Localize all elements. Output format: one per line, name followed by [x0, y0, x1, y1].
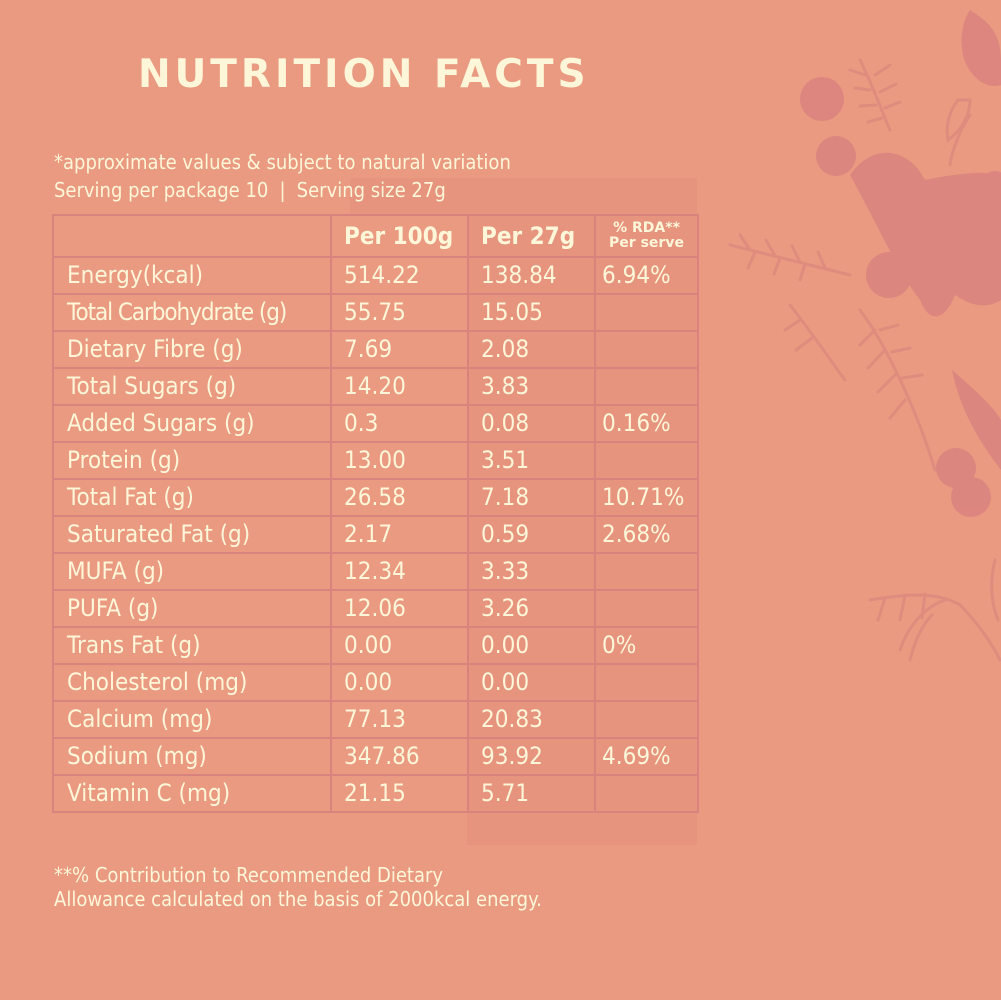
value-rda — [594, 589, 699, 628]
value-per-100g: 12.34 — [330, 552, 469, 591]
value-per-serve: 7.18 — [467, 478, 596, 517]
nutrient-name: Total Carbohydrate (g) — [52, 293, 332, 332]
value-per-serve: 15.05 — [467, 293, 596, 332]
table-row: Saturated Fat (g) 2.17 0.59 2.68% — [52, 515, 699, 554]
table-row: Sodium (mg) 347.86 93.92 4.69% — [52, 737, 699, 776]
header-rda: % RDA** Per serve — [594, 214, 699, 258]
table-body: Energy(kcal) 514.22 138.84 6.94% Total C… — [52, 256, 699, 813]
approximation-note: *approximate values & subject to natural… — [54, 150, 511, 174]
value-per-100g: 13.00 — [330, 441, 469, 480]
table-row: PUFA (g) 12.06 3.26 — [52, 589, 699, 628]
value-per-100g: 0.00 — [330, 663, 469, 702]
value-per-100g: 0.3 — [330, 404, 469, 443]
header-rda-line2: Per serve — [609, 235, 684, 251]
page-title: NUTRITION FACTS — [138, 52, 590, 97]
table-row: Total Carbohydrate (g) 55.75 15.05 — [52, 293, 699, 332]
value-per-100g: 21.15 — [330, 774, 469, 813]
value-per-serve: 138.84 — [467, 256, 596, 295]
table-row: Total Sugars (g) 14.20 3.83 — [52, 367, 699, 406]
serving-separator: | — [279, 178, 286, 202]
table-row: Trans Fat (g) 0.00 0.00 0% — [52, 626, 699, 665]
footnote-line-2: Allowance calculated on the basis of 200… — [54, 887, 542, 911]
value-per-100g: 77.13 — [330, 700, 469, 739]
table-row: MUFA (g) 12.34 3.33 — [52, 552, 699, 591]
table-row: Calcium (mg) 77.13 20.83 — [52, 700, 699, 739]
value-per-serve: 0.00 — [467, 663, 596, 702]
value-per-serve: 3.33 — [467, 552, 596, 591]
header-per-100g: Per 100g — [330, 214, 469, 258]
nutrient-name: Dietary Fibre (g) — [52, 330, 332, 369]
table-row: Cholesterol (mg) 0.00 0.00 — [52, 663, 699, 702]
value-per-100g: 2.17 — [330, 515, 469, 554]
table-row: Total Fat (g) 26.58 7.18 10.71% — [52, 478, 699, 517]
nutrient-name: Saturated Fat (g) — [52, 515, 332, 554]
value-per-serve: 3.51 — [467, 441, 596, 480]
value-rda — [594, 663, 699, 702]
value-rda: 0.16% — [594, 404, 699, 443]
table-row: Added Sugars (g) 0.3 0.08 0.16% — [52, 404, 699, 443]
header-per-serve: Per 27g — [467, 214, 596, 258]
botanical-berries-illustration-icon — [728, 10, 1001, 662]
nutrient-name: Vitamin C (mg) — [52, 774, 332, 813]
nutrient-name: Total Sugars (g) — [52, 367, 332, 406]
value-per-100g: 347.86 — [330, 737, 469, 776]
nutrition-table-container: Per 100g Per 27g % RDA** Per serve Energ… — [52, 214, 699, 813]
value-per-serve: 93.92 — [467, 737, 596, 776]
value-rda: 2.68% — [594, 515, 699, 554]
serving-info: Serving per package 10 | Serving size 27… — [54, 176, 446, 204]
value-rda — [594, 774, 699, 813]
rda-footnote: **% Contribution to Recommended Dietary … — [54, 863, 542, 911]
value-rda: 10.71% — [594, 478, 699, 517]
nutrient-name: MUFA (g) — [52, 552, 332, 591]
nutrient-name: PUFA (g) — [52, 589, 332, 628]
nutrient-name: Trans Fat (g) — [52, 626, 332, 665]
table-row: Dietary Fibre (g) 7.69 2.08 — [52, 330, 699, 369]
serving-row-shade — [350, 178, 697, 214]
table-row: Vitamin C (mg) 21.15 5.71 — [52, 774, 699, 813]
value-rda — [594, 552, 699, 591]
value-per-serve: 0.08 — [467, 404, 596, 443]
value-rda — [594, 441, 699, 480]
nutrient-name: Energy(kcal) — [52, 256, 332, 295]
value-rda — [594, 293, 699, 332]
nutrient-name: Total Fat (g) — [52, 478, 332, 517]
value-rda — [594, 330, 699, 369]
nutrient-name: Protein (g) — [52, 441, 332, 480]
value-per-serve: 3.83 — [467, 367, 596, 406]
value-rda: 6.94% — [594, 256, 699, 295]
header-rda-line1: % RDA** — [613, 220, 680, 236]
value-rda: 4.69% — [594, 737, 699, 776]
servings-per-package: Serving per package 10 — [54, 178, 269, 202]
value-per-serve: 0.00 — [467, 626, 596, 665]
value-per-100g: 0.00 — [330, 626, 469, 665]
value-rda — [594, 367, 699, 406]
value-per-serve: 2.08 — [467, 330, 596, 369]
table-row: Protein (g) 13.00 3.51 — [52, 441, 699, 480]
value-per-serve: 20.83 — [467, 700, 596, 739]
table-row: Energy(kcal) 514.22 138.84 6.94% — [52, 256, 699, 295]
nutrition-table: Per 100g Per 27g % RDA** Per serve Energ… — [52, 214, 699, 813]
header-nutrient — [52, 214, 332, 258]
nutrient-name: Calcium (mg) — [52, 700, 332, 739]
value-rda: 0% — [594, 626, 699, 665]
value-rda — [594, 700, 699, 739]
value-per-100g: 26.58 — [330, 478, 469, 517]
nutrient-name: Sodium (mg) — [52, 737, 332, 776]
footnote-line-1: **% Contribution to Recommended Dietary — [54, 863, 444, 887]
value-per-serve: 5.71 — [467, 774, 596, 813]
serving-size: Serving size 27g — [296, 178, 446, 202]
nutrient-name: Cholesterol (mg) — [52, 663, 332, 702]
value-per-100g: 55.75 — [330, 293, 469, 332]
value-per-serve: 0.59 — [467, 515, 596, 554]
value-per-100g: 514.22 — [330, 256, 469, 295]
value-per-100g: 7.69 — [330, 330, 469, 369]
nutrient-name: Added Sugars (g) — [52, 404, 332, 443]
value-per-100g: 14.20 — [330, 367, 469, 406]
table-header-row: Per 100g Per 27g % RDA** Per serve — [52, 214, 699, 258]
value-per-serve: 3.26 — [467, 589, 596, 628]
value-per-100g: 12.06 — [330, 589, 469, 628]
